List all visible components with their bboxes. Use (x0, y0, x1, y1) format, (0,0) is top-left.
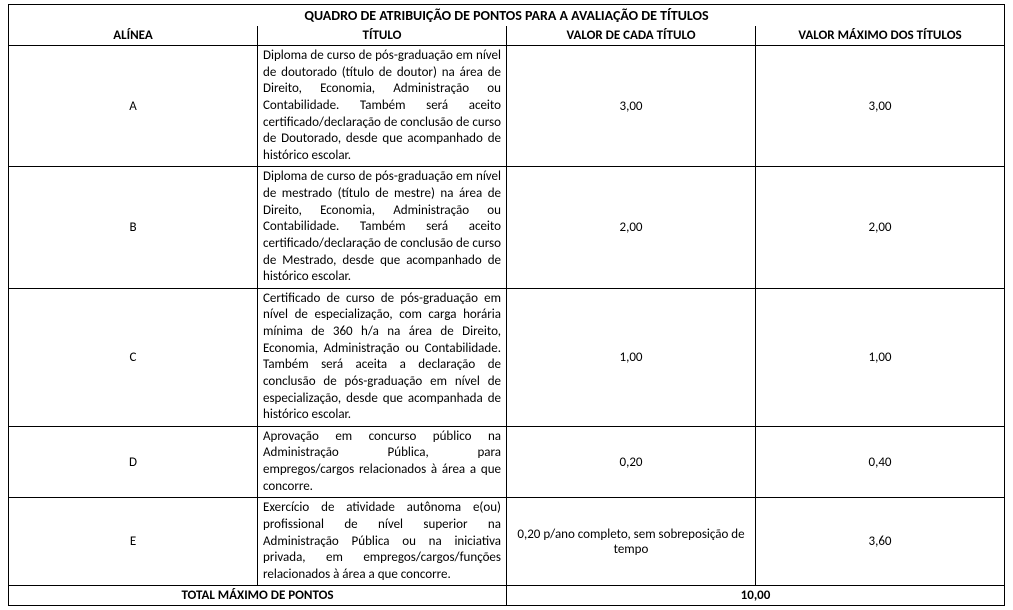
table-row: C Certificado de curso de pós-graduação … (9, 288, 1005, 426)
points-table: QUADRO DE ATRIBUIÇÃO DE PONTOS PARA A AV… (8, 4, 1005, 606)
table-row: E Exercício de atividade autônoma e(ou) … (9, 498, 1005, 586)
cell-alinea: B (9, 167, 258, 288)
table-total-row: TOTAL MÁXIMO DE PONTOS 10,00 (9, 586, 1005, 606)
cell-max: 2,00 (756, 167, 1005, 288)
header-max: VALOR MÁXIMO DOS TÍTULOS (756, 26, 1005, 46)
cell-valor: 0,20 (507, 426, 756, 498)
table-row: A Diploma de curso de pós-graduação em n… (9, 46, 1005, 167)
cell-valor: 2,00 (507, 167, 756, 288)
cell-titulo: Exercício de atividade autônoma e(ou) pr… (258, 498, 507, 586)
cell-valor: 0,20 p/ano completo, sem sobreposição de… (507, 498, 756, 586)
table-row: D Aprovação em concurso público na Admin… (9, 426, 1005, 498)
cell-valor: 1,00 (507, 288, 756, 426)
cell-max: 3,00 (756, 46, 1005, 167)
table-row: B Diploma de curso de pós-graduação em n… (9, 167, 1005, 288)
cell-valor: 3,00 (507, 46, 756, 167)
cell-titulo: Diploma de curso de pós-graduação em nív… (258, 167, 507, 288)
table-caption: QUADRO DE ATRIBUIÇÃO DE PONTOS PARA A AV… (9, 5, 1005, 27)
cell-alinea: C (9, 288, 258, 426)
cell-alinea: A (9, 46, 258, 167)
cell-titulo: Aprovação em concurso público na Adminis… (258, 426, 507, 498)
total-value: 10,00 (507, 586, 1005, 606)
header-alinea: ALÍNEA (9, 26, 258, 46)
total-label: TOTAL MÁXIMO DE PONTOS (9, 586, 507, 606)
cell-max: 1,00 (756, 288, 1005, 426)
cell-max: 3,60 (756, 498, 1005, 586)
header-titulo: TÍTULO (258, 26, 507, 46)
cell-titulo: Certificado de curso de pós-graduação em… (258, 288, 507, 426)
cell-alinea: E (9, 498, 258, 586)
cell-max: 0,40 (756, 426, 1005, 498)
header-valor: VALOR DE CADA TÍTULO (507, 26, 756, 46)
cell-titulo: Diploma de curso de pós-graduação em nív… (258, 46, 507, 167)
cell-alinea: D (9, 426, 258, 498)
